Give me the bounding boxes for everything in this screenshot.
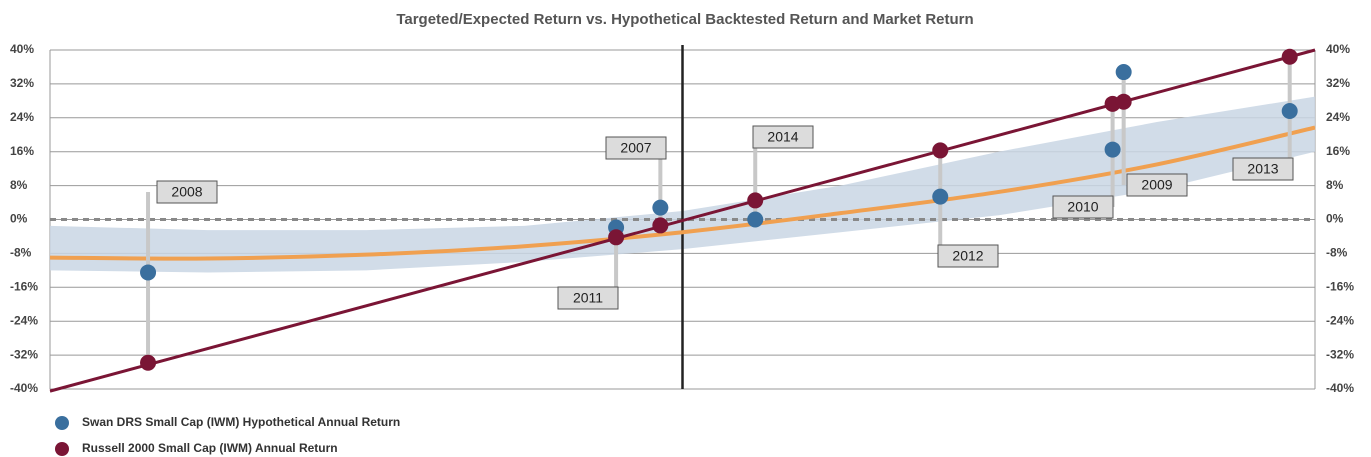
y2-tick-label: -40% — [1326, 381, 1354, 395]
y-tick-label: -8% — [10, 246, 32, 260]
y-tick-label: -40% — [10, 381, 38, 395]
year-label: 2011 — [573, 290, 603, 306]
point — [608, 229, 625, 246]
point — [1281, 48, 1298, 65]
legend-marker — [55, 442, 69, 456]
point — [140, 264, 157, 281]
y2-tick-label: 8% — [1326, 178, 1344, 192]
y-tick-label: 24% — [10, 110, 34, 124]
point — [140, 354, 157, 371]
year-label: 2008 — [171, 184, 202, 200]
year-label-box — [1232, 157, 1294, 181]
y2-tick-label: -8% — [1326, 246, 1348, 260]
y-tick-label: -32% — [10, 347, 38, 361]
y-tick-label: -24% — [10, 313, 38, 327]
year-label-box — [156, 180, 218, 204]
chart-title: Targeted/Expected Return vs. Hypothetica… — [396, 11, 973, 28]
year-label: 2007 — [620, 140, 651, 156]
year-label-box — [557, 286, 619, 310]
year-label-box — [1126, 173, 1188, 197]
year-label-box — [937, 244, 999, 268]
y2-tick-label: 40% — [1326, 42, 1350, 56]
y-tick-label: 40% — [10, 42, 34, 56]
fit-line — [49, 125, 1316, 261]
point — [652, 199, 669, 216]
point — [1115, 93, 1132, 110]
point — [932, 142, 949, 159]
y2-tick-label: 0% — [1326, 212, 1344, 226]
y2-tick-label: -32% — [1326, 347, 1354, 361]
y2-tick-label: 16% — [1326, 144, 1350, 158]
legend-label: Russell 2000 Small Cap (IWM) Annual Retu… — [82, 441, 338, 455]
year-label: 2009 — [1141, 177, 1172, 193]
y2-tick-label: -24% — [1326, 313, 1354, 327]
y2-tick-label: 24% — [1326, 110, 1350, 124]
year-label: 2014 — [767, 129, 798, 145]
point — [1115, 64, 1132, 81]
y2-tick-label: 32% — [1326, 76, 1350, 90]
year-label: 2012 — [952, 248, 983, 264]
point — [747, 192, 764, 209]
year-label-box — [1052, 195, 1114, 219]
year-label: 2010 — [1067, 199, 1098, 215]
market-line — [49, 48, 1316, 393]
point — [652, 217, 669, 234]
y-tick-label: -16% — [10, 279, 38, 293]
legend-label: Swan DRS Small Cap (IWM) Hypothetical An… — [82, 415, 400, 429]
legend-marker — [55, 416, 69, 430]
point — [1104, 141, 1121, 158]
y-tick-label: 16% — [10, 144, 34, 158]
y-tick-label: 8% — [10, 178, 28, 192]
point — [932, 188, 949, 205]
point — [747, 211, 764, 228]
year-label: 2013 — [1247, 161, 1278, 177]
y-tick-label: 32% — [10, 76, 34, 90]
y2-tick-label: -16% — [1326, 279, 1354, 293]
point — [1281, 103, 1298, 120]
year-label-box — [752, 125, 814, 149]
year-label-box — [605, 136, 667, 160]
y-tick-label: 0% — [10, 212, 28, 226]
